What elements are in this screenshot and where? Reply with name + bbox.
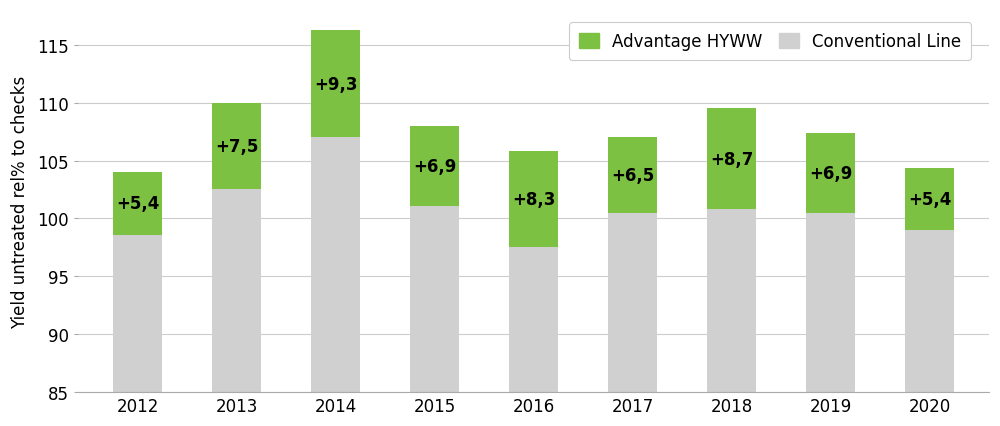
Bar — [113, 235, 162, 392]
Text: +8,7: +8,7 — [710, 150, 753, 168]
Bar — [509, 248, 558, 392]
Bar — [410, 127, 459, 206]
Bar — [311, 138, 360, 392]
Text: +9,3: +9,3 — [314, 75, 357, 93]
Text: +7,5: +7,5 — [215, 138, 258, 156]
Text: +5,4: +5,4 — [116, 195, 159, 213]
Bar — [608, 213, 657, 392]
Bar — [410, 206, 459, 392]
Bar — [905, 168, 954, 230]
Bar — [212, 104, 261, 190]
Bar — [707, 109, 756, 210]
Bar — [806, 213, 855, 392]
Text: +6,5: +6,5 — [611, 167, 654, 184]
Text: +5,4: +5,4 — [908, 190, 951, 208]
Y-axis label: Yield untreated rel% to checks: Yield untreated rel% to checks — [11, 75, 29, 328]
Bar — [311, 31, 360, 138]
Bar — [707, 210, 756, 392]
Bar — [509, 152, 558, 248]
Legend: Advantage HYWW, Conventional Line: Advantage HYWW, Conventional Line — [569, 23, 971, 61]
Bar — [212, 190, 261, 392]
Bar — [113, 173, 162, 235]
Text: +6,9: +6,9 — [809, 164, 852, 182]
Bar — [806, 133, 855, 213]
Text: +6,9: +6,9 — [413, 157, 456, 176]
Text: +8,3: +8,3 — [512, 191, 555, 209]
Bar — [905, 230, 954, 392]
Bar — [608, 138, 657, 213]
